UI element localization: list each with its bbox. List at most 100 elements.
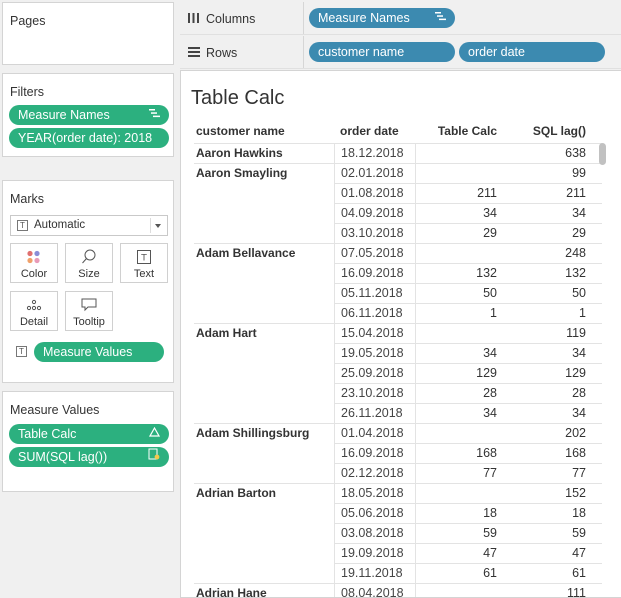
sql-lag-cell[interactable]: 34: [572, 206, 586, 220]
order-date-cell[interactable]: 19.09.2018: [341, 546, 404, 560]
sql-lag-cell[interactable]: 1: [579, 306, 586, 320]
order-date-cell[interactable]: 23.10.2018: [341, 386, 404, 400]
scrollbar-thumb[interactable]: [599, 143, 606, 165]
order-date-cell[interactable]: 04.09.2018: [341, 206, 404, 220]
table-calc-cell[interactable]: 34: [483, 346, 497, 360]
order-date-cell[interactable]: 05.11.2018: [341, 286, 403, 300]
header-customer-name[interactable]: customer name: [196, 124, 285, 138]
order-date-cell[interactable]: 01.04.2018: [341, 426, 404, 440]
customer-name-cell[interactable]: Adam Bellavance: [196, 246, 296, 260]
order-date-cell[interactable]: 16.09.2018: [341, 266, 404, 280]
group-divider: [194, 323, 602, 324]
header-order-date[interactable]: order date: [340, 124, 399, 138]
sql-lag-cell[interactable]: 29: [572, 226, 586, 240]
customer-name-cell[interactable]: Aaron Smayling: [196, 166, 288, 180]
group-divider: [194, 163, 602, 164]
table-calc-cell[interactable]: 47: [483, 546, 497, 560]
group-divider: [194, 143, 602, 144]
table-calc-cell[interactable]: 77: [483, 466, 497, 480]
sql-lag-cell[interactable]: 638: [565, 146, 586, 160]
order-date-cell[interactable]: 15.04.2018: [341, 326, 404, 340]
measure-values-card: Measure Values Table Calc SUM(SQL lag()): [2, 391, 174, 492]
sql-lag-cell[interactable]: 61: [572, 566, 586, 580]
marks-color-button[interactable]: Color: [10, 243, 58, 283]
filters-card[interactable]: Filters Measure Names YEAR(order date): …: [2, 73, 174, 157]
customer-name-cell[interactable]: Adrian Hane: [196, 586, 267, 598]
order-date-cell[interactable]: 19.05.2018: [341, 346, 404, 360]
order-date-cell[interactable]: 16.09.2018: [341, 446, 404, 460]
sql-lag-cell[interactable]: 111: [566, 586, 586, 598]
marks-pill-measure-values[interactable]: Measure Values: [34, 342, 164, 362]
order-date-cell[interactable]: 03.08.2018: [341, 526, 404, 540]
sql-lag-cell[interactable]: 34: [572, 406, 586, 420]
table-calc-cell[interactable]: 50: [483, 286, 497, 300]
table-calc-cell[interactable]: 18: [483, 506, 497, 520]
sql-lag-cell[interactable]: 211: [566, 186, 586, 200]
sql-lag-cell[interactable]: 129: [565, 366, 586, 380]
rows-pill-customer-name[interactable]: customer name: [309, 42, 455, 62]
order-date-cell[interactable]: 01.08.2018: [341, 186, 404, 200]
sql-lag-cell[interactable]: 77: [572, 466, 586, 480]
marks-size-button[interactable]: Size: [65, 243, 113, 283]
columns-pill-label: Measure Names: [318, 11, 410, 25]
chevron-down-icon[interactable]: [150, 218, 164, 233]
sql-lag-cell[interactable]: 34: [572, 346, 586, 360]
sql-lag-cell[interactable]: 202: [565, 426, 586, 440]
mark-type-dropdown[interactable]: T Automatic: [10, 215, 168, 236]
sql-lag-cell[interactable]: 18: [572, 506, 586, 520]
customer-name-cell[interactable]: Adam Hart: [196, 326, 257, 340]
measure-pill-sql-lag[interactable]: SUM(SQL lag()): [9, 447, 169, 467]
filter-pill-label: Measure Names: [18, 108, 110, 122]
filter-pill-measure-names[interactable]: Measure Names: [9, 105, 169, 125]
filter-pill-year[interactable]: YEAR(order date): 2018: [9, 128, 169, 148]
table-calc-cell[interactable]: 34: [483, 406, 497, 420]
sql-lag-cell[interactable]: 132: [565, 266, 586, 280]
sql-lag-cell[interactable]: 59: [572, 526, 586, 540]
header-table-calc[interactable]: Table Calc: [437, 124, 497, 138]
order-date-cell[interactable]: 02.01.2018: [341, 166, 404, 180]
customer-name-cell[interactable]: Adam Shillingsburg: [196, 426, 310, 440]
marks-detail-button[interactable]: Detail: [10, 291, 58, 331]
order-date-cell[interactable]: 25.09.2018: [341, 366, 404, 380]
pages-card[interactable]: Pages: [2, 2, 174, 65]
order-date-cell[interactable]: 03.10.2018: [341, 226, 404, 240]
customer-name-cell[interactable]: Adrian Barton: [196, 486, 277, 500]
sql-lag-cell[interactable]: 152: [565, 486, 586, 500]
table-calc-cell[interactable]: 129: [476, 366, 497, 380]
order-date-cell[interactable]: 19.11.2018: [341, 566, 403, 580]
order-date-cell[interactable]: 07.05.2018: [341, 246, 404, 260]
order-date-cell[interactable]: 18.12.2018: [341, 146, 404, 160]
sql-lag-cell[interactable]: 119: [566, 326, 586, 340]
table-calc-cell[interactable]: 59: [483, 526, 497, 540]
table-calc-cell[interactable]: 1: [490, 306, 497, 320]
sql-lag-cell[interactable]: 47: [572, 546, 586, 560]
measure-pill-table-calc[interactable]: Table Calc: [9, 424, 169, 444]
order-date-cell[interactable]: 08.04.2018: [341, 586, 404, 598]
detail-label: Detail: [19, 316, 49, 328]
table-calc-cell[interactable]: 168: [476, 446, 497, 460]
view-title: Table Calc: [191, 87, 285, 109]
customer-name-cell[interactable]: Aaron Hawkins: [196, 146, 283, 160]
order-date-cell[interactable]: 26.11.2018: [341, 406, 403, 420]
columns-pill-measure-names[interactable]: Measure Names: [309, 8, 455, 28]
order-date-cell[interactable]: 05.06.2018: [341, 506, 404, 520]
table-calc-cell[interactable]: 29: [483, 226, 497, 240]
table-calc-cell[interactable]: 132: [476, 266, 497, 280]
sql-lag-cell[interactable]: 28: [572, 386, 586, 400]
order-date-cell[interactable]: 02.12.2018: [341, 466, 404, 480]
marks-text-button[interactable]: T Text: [120, 243, 168, 283]
order-date-cell[interactable]: 18.05.2018: [341, 486, 404, 500]
rows-pill-order-date[interactable]: order date: [459, 42, 605, 62]
sql-lag-cell[interactable]: 168: [565, 446, 586, 460]
table-calc-cell[interactable]: 28: [483, 386, 497, 400]
sql-lag-cell[interactable]: 248: [565, 246, 586, 260]
table-calc-cell[interactable]: 61: [483, 566, 497, 580]
order-date-cell[interactable]: 06.11.2018: [341, 306, 403, 320]
marks-tooltip-button[interactable]: Tooltip: [65, 291, 113, 331]
scrollbar[interactable]: [598, 143, 608, 598]
sql-lag-cell[interactable]: 99: [572, 166, 586, 180]
sql-lag-cell[interactable]: 50: [572, 286, 586, 300]
table-calc-cell[interactable]: 211: [477, 186, 497, 200]
table-calc-cell[interactable]: 34: [483, 206, 497, 220]
header-sql-lag[interactable]: SQL lag(): [532, 124, 586, 138]
